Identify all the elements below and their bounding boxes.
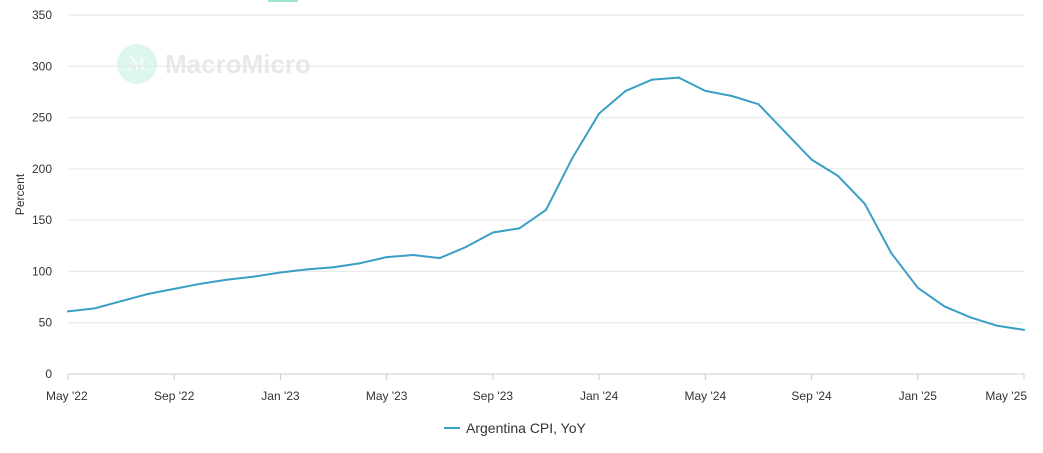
- y-tick-label: 0: [45, 367, 52, 381]
- x-tick-label: Jan '23: [261, 389, 300, 403]
- y-tick-label: 50: [39, 316, 53, 330]
- y-tick-label: 200: [32, 162, 52, 176]
- data-point: [943, 305, 946, 308]
- watermark-text: MacroMicro: [165, 48, 311, 79]
- x-tick-label: Jan '25: [899, 389, 938, 403]
- data-point: [93, 307, 96, 310]
- data-point: [837, 175, 840, 178]
- data-point: [863, 202, 866, 205]
- data-point: [226, 278, 229, 281]
- data-point: [916, 286, 919, 289]
- data-point: [624, 89, 627, 92]
- y-axis-title: Percent: [13, 173, 27, 215]
- data-point: [491, 231, 494, 234]
- y-tick-label: 300: [32, 59, 52, 73]
- data-point: [359, 262, 362, 265]
- data-point: [996, 324, 999, 327]
- data-point: [969, 316, 972, 319]
- watermark-logo: ℳ MacroMicro: [117, 44, 311, 84]
- data-point: [385, 256, 388, 259]
- x-tick-label: Jan '24: [580, 389, 619, 403]
- data-point: [306, 268, 308, 271]
- x-tick-label: May '24: [685, 389, 727, 403]
- data-point: [252, 275, 255, 278]
- data-point: [730, 95, 733, 98]
- top-legend-swatch: [268, 0, 298, 2]
- data-point: [757, 103, 760, 106]
- data-point: [173, 287, 176, 290]
- y-tick-label: 150: [32, 213, 52, 227]
- data-point: [332, 266, 335, 269]
- x-tick-label: Sep '23: [473, 389, 514, 403]
- y-tick-label: 250: [32, 111, 52, 125]
- x-tick-label: Sep '22: [154, 389, 195, 403]
- x-tick-label: Sep '24: [791, 389, 832, 403]
- x-tick-label: May '22: [46, 389, 88, 403]
- legend-swatch: [444, 427, 460, 429]
- data-point: [518, 227, 521, 230]
- data-point: [438, 257, 441, 260]
- data-point: [598, 112, 601, 115]
- data-point: [810, 158, 813, 161]
- legend-label: Argentina CPI, YoY: [466, 420, 586, 436]
- data-point: [704, 89, 707, 92]
- data-point: [465, 245, 468, 248]
- data-point: [67, 310, 69, 313]
- data-point: [545, 208, 547, 211]
- data-point: [199, 282, 202, 285]
- data-point: [279, 271, 282, 274]
- data-point: [571, 156, 574, 159]
- data-point: [651, 78, 654, 81]
- data-point: [146, 292, 149, 295]
- data-point: [784, 130, 786, 133]
- x-tick-label: May '25: [985, 389, 1027, 403]
- data-point: [890, 251, 893, 254]
- y-tick-label: 100: [32, 264, 52, 278]
- data-point: [412, 254, 415, 257]
- y-tick-label: 350: [32, 8, 52, 22]
- chart-legend[interactable]: Argentina CPI, YoY: [444, 420, 586, 436]
- data-point: [677, 76, 680, 79]
- series-line-argentina-cpi: [67, 76, 1025, 331]
- macromicro-logo-icon: ℳ: [117, 44, 157, 84]
- x-tick-label: May '23: [366, 389, 408, 403]
- data-point: [120, 300, 123, 303]
- data-point: [1023, 328, 1025, 331]
